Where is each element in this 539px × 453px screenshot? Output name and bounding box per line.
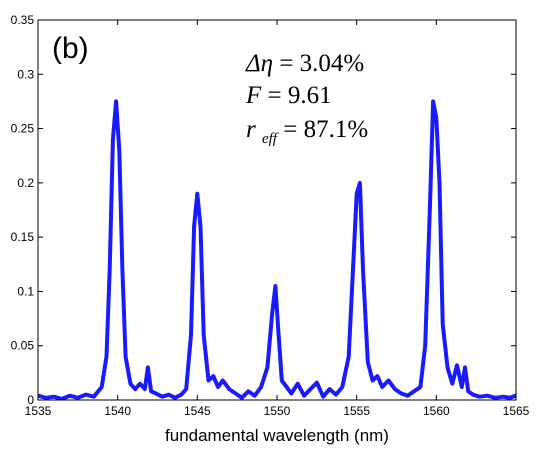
x-tick-label: 1550 — [264, 404, 291, 418]
x-axis-title: fundamental wavelength (nm) — [165, 426, 389, 445]
x-tick-label: 1535 — [25, 404, 52, 418]
tick-labels: 1535 1540 1545 1550 1555 1560 1565 0 0.05 0.1 0.15… — [11, 13, 530, 418]
annotation-f: F = 9.61 — [245, 82, 332, 109]
y-tick-label: 0.15 — [11, 230, 35, 244]
y-tick-label: 0.1 — [17, 284, 34, 298]
y-tick-label: 0.2 — [17, 176, 34, 190]
x-tick-label: 1545 — [184, 404, 211, 418]
series-line — [38, 99, 516, 400]
y-tick-label: 0 — [27, 393, 34, 407]
plot-frame — [37, 19, 517, 401]
r-eff-value: = 87.1% — [283, 116, 368, 143]
x-tick-label: 1555 — [343, 404, 370, 418]
y-tick-label: 0.25 — [11, 122, 35, 136]
x-tick-label: 1540 — [104, 404, 131, 418]
f-symbol: F — [245, 82, 262, 109]
delta-eta-symbol: Δη — [245, 50, 273, 77]
x-tick-label: 1565 — [503, 404, 530, 418]
r-eff-subscript: eff — [262, 131, 279, 147]
annotation-delta-eta: Δη = 3.04% — [245, 50, 364, 77]
x-tick-label: 1560 — [423, 404, 450, 418]
delta-eta-value: = 3.04% — [279, 50, 364, 77]
annotation-r-eff: r eff = 87.1% — [246, 116, 368, 149]
y-tick-label: 0.05 — [11, 339, 35, 353]
r-eff-symbol: r — [246, 116, 256, 143]
panel-label: (b) — [52, 32, 89, 65]
y-tick-label: 0.35 — [11, 13, 35, 27]
f-value: = 9.61 — [268, 82, 332, 109]
y-tick-label: 0.3 — [17, 67, 34, 81]
